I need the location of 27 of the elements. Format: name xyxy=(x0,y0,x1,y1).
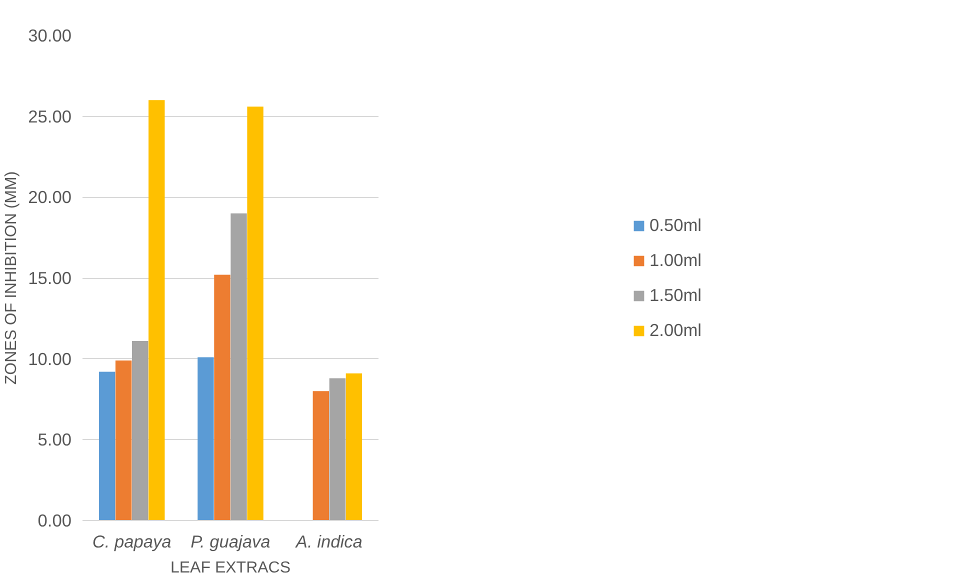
legend-label: 0.50ml xyxy=(649,214,702,236)
x-tick-label: A. indica xyxy=(294,532,363,552)
y-tick-label: 10.00 xyxy=(28,348,72,369)
y-axis-title: ZONES OF INHIBITION (MM) xyxy=(3,171,20,385)
bar xyxy=(230,213,247,520)
bar xyxy=(148,100,165,520)
y-tick-label: 15.00 xyxy=(28,268,72,288)
y-tick-label: 5.00 xyxy=(38,430,72,450)
bar xyxy=(247,106,264,520)
bar xyxy=(115,360,132,520)
x-axis-title: LEAF EXTRACS xyxy=(170,560,291,576)
x-tick-label: P. guajava xyxy=(190,532,271,552)
bar xyxy=(132,341,148,520)
bar xyxy=(346,373,362,520)
bar xyxy=(329,378,346,520)
y-tick-label: 30.00 xyxy=(28,26,72,46)
bar xyxy=(312,391,329,520)
legend-label: 1.50ml xyxy=(649,284,702,306)
bar xyxy=(98,372,116,520)
x-tick-label: C. papaya xyxy=(92,532,172,552)
legend-label: 1.00ml xyxy=(649,250,702,270)
y-tick-label: 20.00 xyxy=(28,187,72,208)
legend-label: 2.00ml xyxy=(649,320,702,340)
bar xyxy=(214,274,230,520)
y-tick-label: 0.00 xyxy=(38,510,72,530)
y-tick-label: 25.00 xyxy=(28,106,72,126)
bar xyxy=(198,357,214,520)
